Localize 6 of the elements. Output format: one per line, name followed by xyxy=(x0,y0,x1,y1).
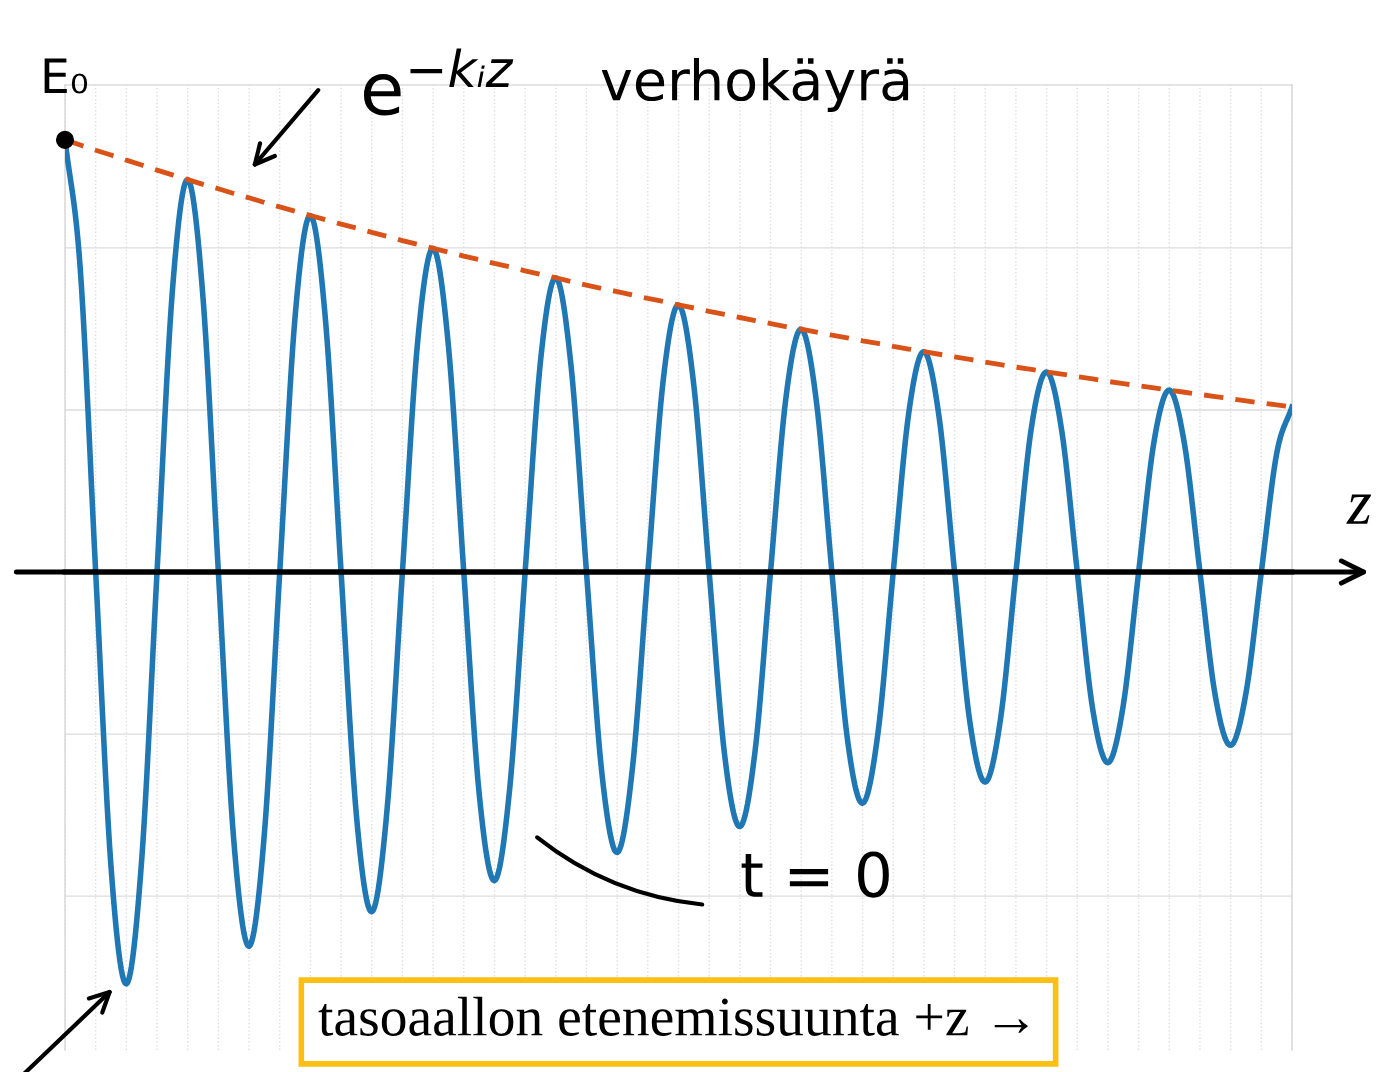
text: verhokäyrä xyxy=(601,58,909,112)
annotation: t = 0 xyxy=(741,851,889,898)
text: e$^{−kᵢz}$ xyxy=(363,48,514,116)
x-axis-title: z xyxy=(1346,494,1372,524)
text: E₀ xyxy=(44,58,88,94)
text: tasoaallon etenemissuunta +z → xyxy=(318,996,1028,1036)
